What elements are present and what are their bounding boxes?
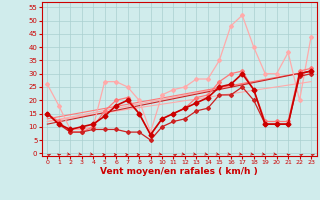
X-axis label: Vent moyen/en rafales ( km/h ): Vent moyen/en rafales ( km/h ) <box>100 167 258 176</box>
